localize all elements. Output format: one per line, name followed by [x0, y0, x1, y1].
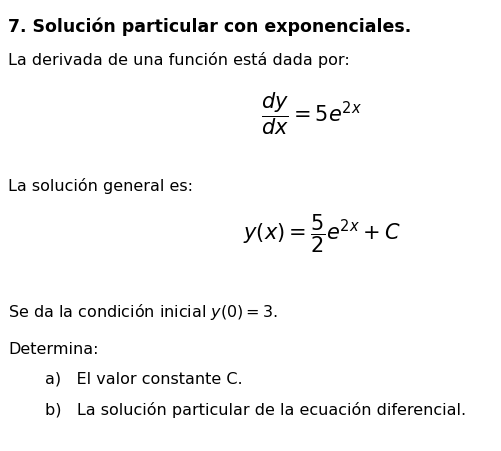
Text: $y(x) = \dfrac{5}{2}e^{2x} + C$: $y(x) = \dfrac{5}{2}e^{2x} + C$ [242, 212, 399, 254]
Text: La derivada de una función está dada por:: La derivada de una función está dada por… [8, 52, 349, 68]
Text: a)   El valor constante C.: a) El valor constante C. [45, 372, 242, 387]
Text: b)   La solución particular de la ecuación diferencial.: b) La solución particular de la ecuación… [45, 402, 465, 418]
Text: $\dfrac{dy}{dx} = 5e^{2x}$: $\dfrac{dy}{dx} = 5e^{2x}$ [260, 90, 361, 137]
Text: Determina:: Determina: [8, 342, 98, 357]
Text: La solución general es:: La solución general es: [8, 178, 192, 194]
Text: Se da la condición inicial $y(0) = 3$.: Se da la condición inicial $y(0) = 3$. [8, 302, 278, 322]
Text: 7. Solución particular con exponenciales.: 7. Solución particular con exponenciales… [8, 18, 410, 37]
